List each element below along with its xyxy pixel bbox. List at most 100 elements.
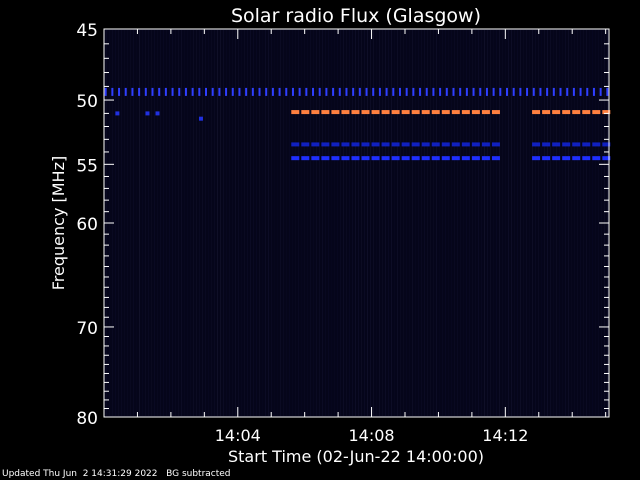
noise-column — [313, 30, 314, 416]
band-dash — [431, 142, 440, 147]
band-dash — [321, 110, 330, 115]
y-axis: 45 50 55 60 70 80 — [76, 21, 609, 429]
band-tick — [251, 87, 254, 96]
noise-column — [460, 30, 461, 416]
noise-column — [115, 30, 116, 416]
band-dash — [411, 142, 420, 147]
band-dash — [411, 156, 420, 161]
x-axis: 14:04 14:08 14:12 — [136, 29, 607, 445]
band-dash — [311, 156, 320, 161]
band-dash — [331, 142, 340, 147]
band-tick — [559, 87, 562, 96]
noise-column — [367, 30, 368, 416]
plot-background — [104, 29, 609, 417]
noise-column — [142, 30, 143, 416]
band-dash — [291, 142, 300, 147]
noise-column — [271, 30, 272, 416]
noise-column — [151, 30, 152, 416]
band-tick — [539, 87, 542, 96]
noise-column — [304, 30, 305, 416]
noise-column — [253, 30, 254, 416]
band-dash — [562, 156, 571, 161]
noise-column — [574, 30, 575, 416]
band-tick — [398, 87, 401, 96]
noise-column — [274, 30, 275, 416]
band-tick — [325, 87, 328, 96]
noise-column — [196, 30, 197, 416]
band-dash — [291, 110, 300, 115]
noise-column — [577, 30, 578, 416]
noise-column — [436, 30, 437, 416]
band-dash — [471, 110, 480, 115]
spot — [145, 111, 150, 116]
noise-column — [556, 30, 557, 416]
band-dash — [391, 142, 400, 147]
band-tick — [579, 87, 582, 96]
band-dash — [321, 156, 330, 161]
noise-column — [121, 30, 122, 416]
band-tick — [124, 87, 127, 96]
band-tick — [599, 87, 602, 96]
noise-column — [283, 30, 284, 416]
noise-column — [526, 30, 527, 416]
noise-column — [181, 30, 182, 416]
band-dash — [401, 142, 410, 147]
band-dash — [301, 110, 310, 115]
band-tick — [131, 87, 134, 96]
band-tick — [305, 87, 308, 96]
band-tick — [231, 87, 234, 96]
footer-updated: Updated Thu Jun 2 14:31:29 2022 — [2, 469, 158, 479]
noise-column — [232, 30, 233, 416]
band-dash — [321, 142, 330, 147]
band-dash — [351, 110, 360, 115]
noise-column — [520, 30, 521, 416]
noise-column — [358, 30, 359, 416]
noise-column — [172, 30, 173, 416]
band-tick — [552, 87, 555, 96]
band-tick — [285, 87, 288, 96]
band-dash — [542, 156, 551, 161]
band-dash — [341, 142, 350, 147]
spectrogram-texture — [106, 30, 608, 416]
noise-column — [175, 30, 176, 416]
band-tick — [419, 87, 422, 96]
band-dash — [461, 110, 470, 115]
band-dash — [301, 142, 310, 147]
noise-column — [493, 30, 494, 416]
band-tick — [345, 87, 348, 96]
noise-column — [490, 30, 491, 416]
noise-column — [346, 30, 347, 416]
band-tick — [465, 87, 468, 96]
band-dash — [582, 142, 591, 147]
noise-column — [535, 30, 536, 416]
noise-column — [187, 30, 188, 416]
noise-column — [328, 30, 329, 416]
x-tick-label: 14:08 — [348, 426, 394, 445]
noise-column — [439, 30, 440, 416]
band-dash — [301, 156, 310, 161]
noise-column — [361, 30, 362, 416]
noise-column — [310, 30, 311, 416]
noise-column — [205, 30, 206, 416]
band-tick — [492, 87, 495, 96]
band-dash — [291, 156, 300, 161]
band-tick — [118, 87, 121, 96]
band-dash — [421, 156, 430, 161]
y-tick-label: 80 — [76, 409, 98, 429]
band-dash — [401, 110, 410, 115]
band-tick — [258, 87, 261, 96]
band-tick — [365, 87, 368, 96]
band-tick — [405, 87, 408, 96]
band-tick — [151, 87, 154, 96]
noise-column — [199, 30, 200, 416]
noise-column — [472, 30, 473, 416]
band-tick — [218, 87, 221, 96]
noise-column — [598, 30, 599, 416]
noise-column — [484, 30, 485, 416]
noise-column — [307, 30, 308, 416]
noise-column — [262, 30, 263, 416]
noise-column — [424, 30, 425, 416]
band-dash — [381, 142, 390, 147]
band-dash — [401, 156, 410, 161]
band-dash — [602, 156, 611, 161]
